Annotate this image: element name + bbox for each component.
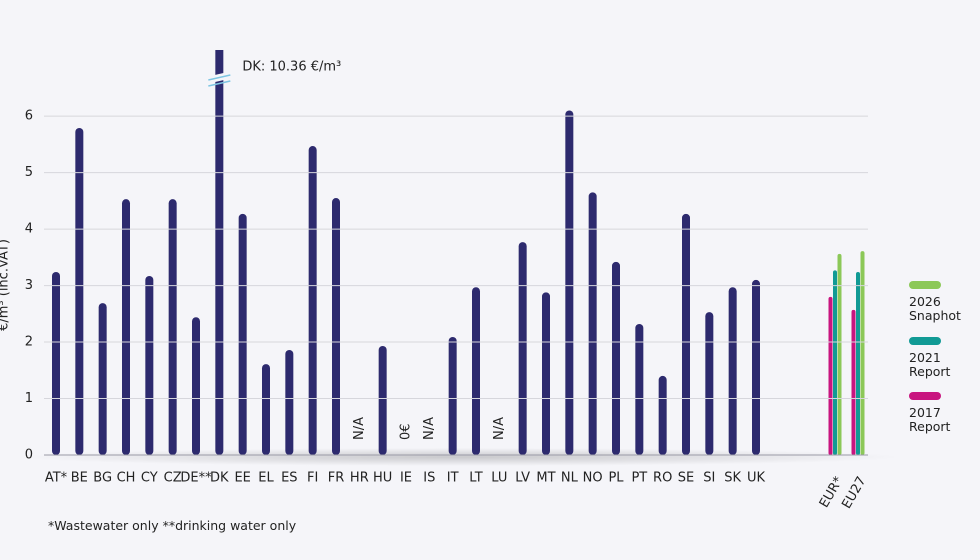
bar (192, 317, 200, 455)
bar (565, 110, 574, 455)
x-tick-label: CH (117, 471, 136, 486)
value-label: 0€ (399, 423, 414, 440)
x-tick-label: CZ (164, 471, 182, 486)
y-tick-label: 6 (25, 109, 33, 124)
x-tick-label: PT (631, 471, 647, 486)
bar (682, 213, 690, 455)
x-tick-label: ES (281, 471, 297, 486)
x-tick-label: SK (724, 471, 741, 486)
bar (378, 345, 387, 455)
x-tick-label: CY (141, 471, 158, 486)
bar (75, 127, 84, 455)
x-tick-label: BG (93, 471, 112, 486)
bar (728, 287, 737, 455)
y-tick-label: 0 (25, 448, 33, 463)
x-tick-label: MT (536, 471, 555, 486)
bar (658, 375, 667, 455)
y-tick-label: 2 (25, 335, 33, 350)
x-tick-label: NO (583, 471, 603, 486)
y-tick-label: 1 (25, 391, 33, 406)
annotation: DK: 10.36 €/m³ (242, 60, 341, 75)
x-tick-label: UK (747, 471, 766, 486)
axis-break (208, 74, 231, 81)
x-tick-label: HU (373, 471, 392, 486)
x-tick-label: DK (210, 471, 229, 486)
x-tick-label: NL (561, 471, 579, 486)
bar (238, 213, 247, 455)
bar (332, 198, 340, 456)
bar (837, 253, 842, 455)
bar (98, 303, 107, 455)
x-tick-label: LT (469, 471, 482, 486)
bar (308, 146, 317, 456)
value-label: N/A (492, 417, 507, 440)
x-tick-label: EL (258, 471, 274, 486)
x-tick-label: LU (491, 471, 507, 486)
x-tick-label: DE** (180, 471, 212, 486)
x-tick-label: BE (71, 471, 88, 486)
bar (215, 50, 224, 455)
x-tick-label: HR (350, 471, 369, 486)
bar (588, 192, 597, 456)
bar (612, 261, 620, 455)
bar (828, 296, 833, 455)
plot (52, 50, 865, 456)
bar (52, 272, 60, 455)
legend-swatch (909, 281, 941, 289)
value-label: N/A (422, 417, 437, 440)
bar (168, 199, 177, 455)
bar (285, 349, 294, 455)
x-tick-label: SI (703, 471, 715, 486)
y-axis-label: €/m³ (inc.VAT) (0, 239, 12, 331)
axis-break (208, 80, 231, 87)
legend-swatch (909, 392, 941, 400)
y-tick-label: 5 (25, 165, 33, 180)
legend-label: 2017 Report (909, 405, 951, 434)
bar (851, 309, 856, 455)
bar (472, 287, 480, 455)
bar (705, 312, 714, 455)
x-tick-label: PL (608, 471, 624, 486)
y-tick-label: 4 (25, 222, 33, 237)
bar (752, 279, 760, 455)
x-tick-label: FI (307, 471, 318, 486)
x-tick-label: EE (234, 471, 250, 486)
bar (833, 270, 837, 455)
legend-label: 2026 Snaphot (909, 294, 961, 323)
bar (860, 251, 865, 455)
x-tick-label: IS (423, 471, 435, 486)
bar (262, 364, 270, 455)
value-label: N/A (352, 417, 367, 440)
x-tick-label: FR (328, 471, 345, 486)
x-tick-label: SE (678, 471, 694, 486)
bar (518, 242, 527, 455)
y-tick-label: 3 (25, 278, 33, 293)
bar (448, 336, 457, 455)
x-tick-label: EU27 (839, 474, 869, 511)
x-tick-label: LV (515, 471, 530, 486)
legend-label: 2021 Report (909, 350, 951, 379)
bar (856, 272, 860, 455)
x-tick-label: RO (653, 471, 672, 486)
legend-swatch (909, 337, 941, 345)
bar (635, 323, 644, 455)
footnote: *Wastewater only **drinking water only (48, 518, 297, 533)
x-tick-label: IE (400, 471, 412, 486)
bar (145, 275, 154, 455)
bar (122, 199, 130, 455)
x-tick-label: AT* (45, 471, 68, 486)
x-tick-label: IT (447, 471, 459, 486)
bar (542, 292, 550, 455)
